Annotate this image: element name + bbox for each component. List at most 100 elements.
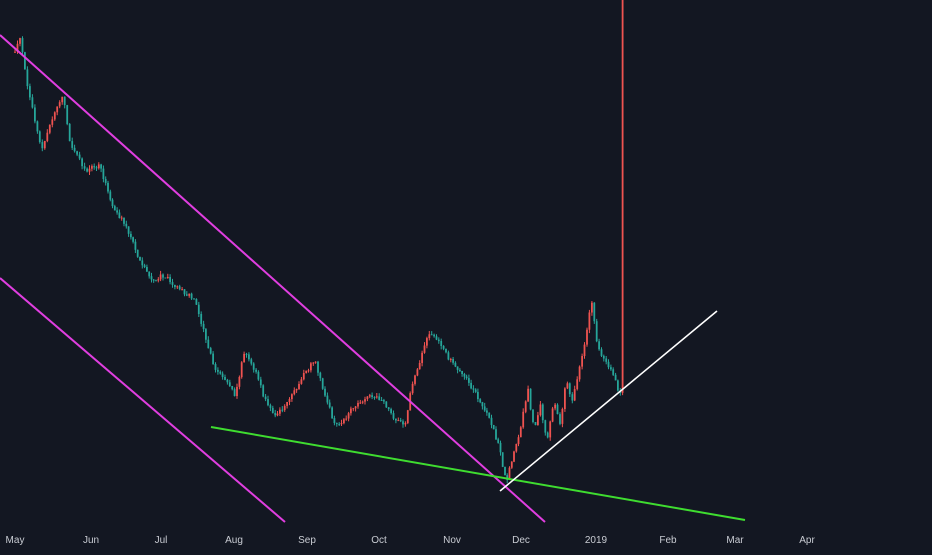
candle-body [16, 43, 19, 52]
candle-body [136, 249, 139, 257]
time-tick-label: Aug [225, 535, 243, 546]
candle-body [483, 406, 486, 411]
candle-body [573, 389, 576, 401]
candle-body [53, 112, 56, 120]
time-tick-label: Oct [371, 535, 387, 546]
candle-body [245, 353, 248, 355]
candle-body [205, 329, 207, 340]
candle-body [479, 399, 482, 403]
price-axis[interactable] [872, 0, 932, 550]
candle-body [276, 413, 279, 416]
candle-body [148, 271, 151, 277]
candle-body [274, 413, 277, 416]
candle-body [331, 407, 333, 419]
candle-body [36, 121, 39, 132]
candle-body [576, 379, 579, 390]
candle-body [522, 411, 525, 428]
candle-body [252, 363, 255, 370]
candle-body [549, 421, 552, 438]
candle-body [295, 389, 298, 391]
candle-body [564, 388, 566, 409]
candle-body [515, 444, 518, 452]
candle-body [26, 69, 29, 87]
candle-body [24, 52, 26, 70]
candle-body [166, 277, 169, 278]
candle-body [150, 276, 153, 280]
candle-body [433, 334, 435, 337]
time-tick-label: Mar [726, 535, 744, 546]
candle-body [102, 168, 105, 179]
candle-body [345, 418, 348, 420]
candle-body [395, 418, 397, 421]
candle-body [513, 451, 515, 462]
candle-body [591, 302, 593, 313]
candle-body [499, 442, 502, 453]
time-tick-label: 2019 [585, 535, 608, 546]
candle-body [116, 210, 118, 213]
candle-body [437, 339, 440, 342]
candle-body [504, 466, 506, 476]
candle-body [207, 339, 210, 349]
candle-body [566, 383, 569, 389]
time-tick-label: May [6, 535, 25, 546]
time-tick-label: Dec [512, 535, 530, 546]
candle-body [371, 395, 373, 397]
candle-body [81, 158, 83, 167]
candle-body [31, 97, 34, 108]
candle-body [271, 407, 274, 413]
candle-body [568, 383, 571, 395]
candle-body [541, 404, 544, 421]
candle-body [359, 402, 362, 404]
candle-body [461, 371, 463, 374]
candle-body [197, 304, 200, 314]
candle-body [452, 359, 454, 363]
candle-body [257, 371, 260, 380]
candle-body [88, 168, 91, 172]
candle-body [445, 348, 447, 353]
candle-body [157, 279, 160, 281]
candle-body [224, 377, 226, 380]
time-tick-label: Apr [799, 535, 815, 546]
candle-body [449, 359, 452, 360]
candle-body [621, 0, 624, 393]
candle-body [200, 314, 203, 324]
candle-body [411, 383, 414, 394]
candle-body [300, 379, 303, 384]
candle-body [164, 277, 167, 279]
candle-body [19, 38, 21, 44]
candle-body [293, 390, 296, 395]
candle-body [130, 233, 132, 238]
time-axis[interactable] [0, 528, 872, 550]
candle-body [233, 389, 236, 396]
candle-body [238, 377, 241, 387]
candle-body [527, 388, 529, 402]
candle-body [474, 389, 477, 392]
candle-body [56, 106, 59, 113]
candle-body [402, 421, 404, 425]
candle-body [366, 396, 369, 400]
candle-body [212, 353, 214, 364]
candle-body [143, 265, 146, 267]
candle-body [29, 86, 31, 98]
candle-body [426, 338, 428, 346]
candle-body [586, 329, 588, 345]
candle-body [343, 419, 345, 424]
candle-body [226, 379, 229, 383]
time-tick-label: Jul [155, 535, 168, 546]
candle-body [508, 467, 511, 480]
candle-body [132, 237, 134, 242]
candle-body [517, 437, 520, 444]
candle-body [385, 401, 388, 408]
candles-layer [14, 0, 624, 484]
candle-body [141, 260, 144, 266]
candle-body [397, 420, 400, 422]
candle-body [481, 402, 484, 407]
candle-body [559, 414, 561, 424]
channel-lower-line [0, 277, 286, 523]
time-tick-label: Feb [659, 535, 677, 546]
candle-body [317, 361, 319, 373]
candle-body [262, 385, 265, 397]
